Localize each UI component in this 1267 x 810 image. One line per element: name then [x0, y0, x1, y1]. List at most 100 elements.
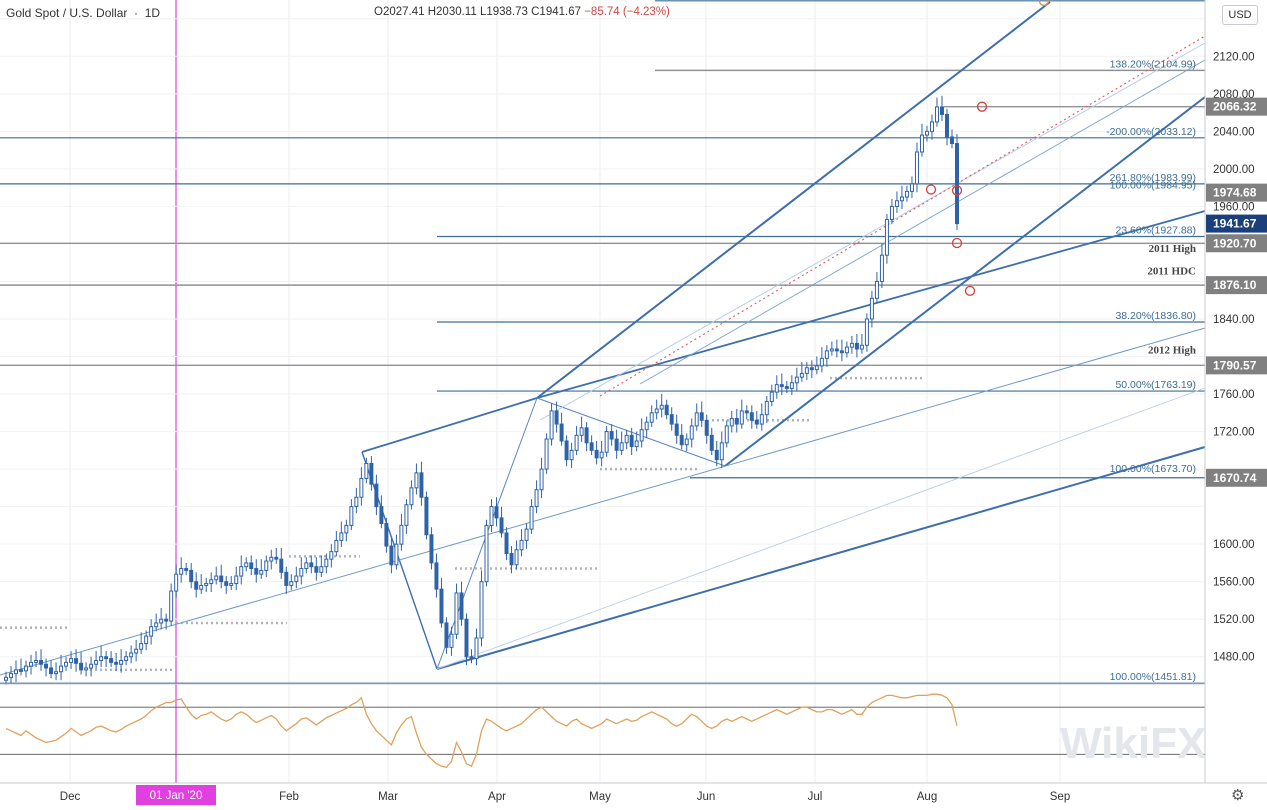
annotation-label: 2011 High [1149, 243, 1196, 255]
candle [19, 669, 24, 672]
candle [319, 566, 324, 573]
annotation-label: 2011 HDC [1147, 266, 1196, 278]
candle [309, 562, 314, 568]
candle [809, 367, 814, 371]
candle [904, 190, 909, 198]
annotation-label: 161.80%(2179.14) [1110, 0, 1196, 1]
candle [434, 562, 439, 590]
candle [14, 669, 19, 675]
candle [64, 661, 69, 667]
candle [944, 113, 949, 138]
candle [699, 412, 704, 421]
price-tick-label: 1520.00 [1213, 614, 1255, 626]
price-tick-label: 1560.00 [1213, 577, 1255, 589]
candle [629, 434, 634, 448]
candle [549, 410, 554, 440]
candle [759, 414, 764, 425]
candle [284, 571, 289, 586]
candle [529, 506, 534, 530]
low-value: L1938.73 [479, 6, 528, 18]
candle [744, 410, 749, 414]
candle [129, 652, 134, 658]
price-tick-label: 1600.00 [1213, 539, 1255, 551]
candle [604, 431, 609, 453]
candle [274, 556, 279, 560]
candle [254, 568, 259, 575]
candle [674, 423, 679, 436]
annotation-label: 2012 High [1148, 345, 1196, 357]
candle [94, 659, 99, 665]
candle [404, 504, 409, 526]
candle [919, 134, 924, 153]
annotation-label: 23.60%(1927.88) [1115, 225, 1196, 237]
candle [444, 622, 449, 648]
price-tick-label: 1760.00 [1213, 389, 1255, 401]
price-label: 1941.67 [1213, 217, 1257, 231]
candle [864, 318, 869, 346]
candle [179, 568, 184, 575]
candle [689, 425, 694, 440]
candle [939, 106, 944, 115]
price-label-bg [1206, 356, 1267, 375]
price-label: 2066.32 [1213, 100, 1257, 114]
candle [114, 661, 119, 665]
candle [834, 348, 839, 352]
candle [784, 386, 789, 389]
candle [399, 524, 404, 545]
watermark-text: WikiFX [1060, 719, 1206, 768]
time-tick-label: Dec [60, 791, 81, 803]
candle [329, 551, 334, 560]
price-label: 1876.10 [1213, 278, 1257, 292]
price-label: 1670.74 [1213, 471, 1257, 485]
candle [394, 543, 399, 566]
candle [239, 566, 244, 577]
time-axis: Dec 01 Jan '20 Feb Mar Apr May Jun Jul Aug Sep [0, 782, 1267, 805]
price-label: 1920.70 [1213, 236, 1257, 250]
candle [219, 575, 224, 583]
candle [869, 297, 874, 320]
candle [99, 656, 104, 661]
candle [494, 506, 499, 519]
candle [344, 524, 349, 534]
candle [909, 183, 914, 192]
price-label-bg [1206, 97, 1267, 116]
inner-channel-line [0, 327, 1206, 676]
interval-label[interactable]: 1D [144, 6, 161, 20]
candle [34, 659, 39, 663]
candle [719, 442, 724, 461]
candle [619, 442, 624, 451]
candle [609, 431, 614, 440]
candle [149, 626, 154, 637]
candle [124, 656, 129, 661]
close-value: C1941.67 [531, 6, 581, 18]
candle [859, 344, 864, 350]
candle [169, 590, 174, 622]
candle [824, 350, 829, 359]
candle [259, 569, 264, 575]
candle [559, 423, 564, 442]
currency-button[interactable]: USD [1222, 5, 1258, 25]
lower-fork-line [436, 446, 1206, 670]
rsi-line [5, 693, 958, 769]
open-value: O2027.41 [374, 6, 425, 18]
candle [269, 556, 274, 562]
candle [279, 558, 284, 573]
candle [829, 348, 834, 352]
candle [459, 592, 464, 620]
settings-gear-icon[interactable]: ⚙ [1231, 787, 1245, 804]
candle [134, 648, 139, 654]
candle [764, 401, 769, 416]
candle [174, 573, 179, 592]
candle [724, 425, 729, 444]
candle [109, 658, 114, 663]
price-tick-label: 1480.00 [1213, 652, 1255, 664]
time-tick-label: Feb [279, 791, 299, 803]
candle [464, 618, 469, 658]
candle [684, 438, 689, 446]
price-axis-bg [1205, 0, 1267, 783]
candle [439, 588, 444, 624]
candle [679, 434, 684, 446]
annotation-label: 38.20%(1836.80) [1115, 310, 1196, 322]
